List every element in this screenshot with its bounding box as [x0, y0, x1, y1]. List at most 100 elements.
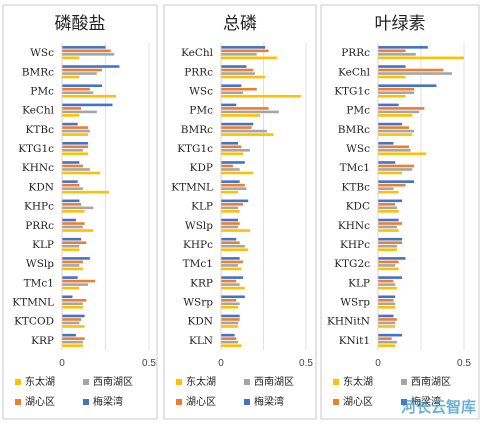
bar-KNit1-梅梁湾	[378, 333, 403, 337]
bar-WSc-西南湖区	[62, 53, 115, 56]
bar-KDP-湖心区	[221, 164, 233, 168]
bar-KDC-西南湖区	[378, 206, 397, 210]
category-label: WSlp	[185, 220, 213, 232]
legend-swatch	[176, 379, 182, 385]
bar-PMc-湖心区	[378, 107, 425, 110]
bar-BMRc-湖心区	[221, 126, 252, 129]
category-label: KHNc	[338, 220, 370, 232]
bar-KHPc-东太湖	[221, 248, 249, 252]
category-label: KTMNL	[12, 297, 54, 309]
bar-KTG1c-湖心区	[378, 87, 415, 91]
bar-PRRc-西南湖区	[378, 53, 416, 56]
bar-KTMNL-梅梁湾	[62, 295, 73, 299]
bar-TMc1-梅梁湾	[378, 161, 396, 164]
bar-KTG1c-东太湖	[221, 152, 244, 156]
bar-KTMNL-湖心区	[221, 183, 245, 187]
bar-PRRc-东太湖	[378, 56, 464, 60]
bar-KHNc-梅梁湾	[62, 161, 80, 164]
bar-KDP-梅梁湾	[221, 161, 245, 164]
legend-swatch	[333, 379, 339, 385]
bar-WSrp-湖心区	[221, 298, 237, 302]
category-label: KLP	[191, 201, 213, 213]
bar-KeChl-西南湖区	[221, 53, 257, 56]
bar-WSrp-梅梁湾	[221, 295, 245, 299]
category-label: PRRc	[25, 220, 54, 232]
bar-PMc-湖心区	[62, 87, 90, 91]
bar-TMc1-西南湖区	[378, 168, 413, 171]
bar-WSc-西南湖区	[221, 91, 244, 95]
bar-KRP-梅梁湾	[221, 276, 244, 279]
bar-KLP-东太湖	[378, 286, 397, 290]
bar-KeChl-湖心区	[378, 68, 444, 72]
category-label: KeChl	[338, 66, 371, 78]
bar-KDN-西南湖区	[221, 321, 238, 325]
bar-BMRc-西南湖区	[221, 129, 267, 133]
chart-panel-2: 总磷 0 0.5 KeChl PRRc WSc PMc BMRc KTG1c KDP KTMNL KL…	[163, 4, 317, 420]
bar-KTMNL-梅梁湾	[221, 180, 240, 183]
bar-KTBc-梅梁湾	[378, 180, 415, 183]
bar-KeChl-梅梁湾	[221, 46, 266, 49]
legend-label: 梅梁湾	[93, 395, 123, 408]
bar-KLP-西南湖区	[62, 244, 80, 248]
category-label: KHPc	[340, 239, 370, 251]
bar-WSrp-西南湖区	[221, 302, 240, 306]
bar-WSlp-湖心区	[221, 222, 240, 225]
bar-WSc-湖心区	[221, 87, 257, 91]
bar-KLP-梅梁湾	[221, 199, 249, 203]
category-label: KeChl	[22, 105, 55, 117]
bar-KDP-东太湖	[221, 171, 254, 175]
bar-WSrp-东太湖	[221, 305, 238, 309]
bar-KeChl-东太湖	[221, 56, 278, 60]
bar-KTG2c-湖心区	[378, 260, 399, 264]
bar-KTBc-东太湖	[378, 190, 399, 194]
bar-KDN-西南湖区	[62, 187, 83, 190]
bar-KHNc-湖心区	[378, 222, 403, 225]
bar-KTMNL-西南湖区	[62, 302, 83, 306]
legend-swatch	[83, 399, 89, 405]
category-label: KHNitN	[327, 316, 370, 328]
bar-PMc-梅梁湾	[378, 103, 399, 107]
bar-KTG2c-东太湖	[378, 267, 399, 271]
category-label: WSrp	[340, 297, 370, 309]
bar-WSc-西南湖区	[378, 148, 411, 152]
bar-KLP-东太湖	[221, 210, 240, 213]
bar-KTBc-梅梁湾	[62, 122, 78, 126]
bar-KRP-西南湖区	[62, 340, 83, 344]
bar-KHNitN-梅梁湾	[378, 314, 394, 318]
chart-title: 磷酸盐	[55, 14, 106, 34]
legend-label: 东太湖	[186, 375, 216, 388]
bar-KNit1-西南湖区	[378, 340, 397, 344]
legend-swatch	[244, 399, 250, 405]
bar-KHPc-东太湖	[378, 248, 397, 252]
bar-BMRc-东太湖	[221, 133, 274, 136]
bar-PRRc-东太湖	[62, 229, 94, 232]
category-label: KTG1c	[334, 85, 370, 97]
category-label: KLP	[348, 277, 370, 289]
bar-KHPc-西南湖区	[221, 244, 245, 248]
bar-KDN-东太湖	[62, 190, 109, 194]
bar-TMc1-湖心区	[62, 279, 96, 283]
category-label: KNit1	[339, 335, 370, 347]
bar-KeChl-湖心区	[221, 49, 269, 53]
bar-WSc-东太湖	[221, 94, 301, 98]
bar-KHNc-梅梁湾	[378, 218, 399, 222]
bar-KTCOD-湖心区	[62, 318, 82, 321]
bar-KRP-湖心区	[221, 279, 237, 283]
bar-PRRc-西南湖区	[62, 225, 83, 229]
bar-WSrp-梅梁湾	[378, 295, 396, 299]
bar-TMc1-东太湖	[62, 286, 80, 290]
bar-BMRc-东太湖	[378, 133, 413, 136]
bar-KDN-东太湖	[221, 325, 238, 328]
bar-KHNc-东太湖	[62, 171, 101, 175]
bar-KTG2c-梅梁湾	[378, 257, 406, 260]
category-label: KRP	[190, 277, 213, 289]
legend-label: 湖心区	[25, 396, 55, 408]
bar-WSc-东太湖	[378, 152, 427, 156]
bar-KDN-梅梁湾	[62, 180, 78, 183]
bar-KHNitN-湖心区	[378, 318, 397, 321]
bar-WSc-梅梁湾	[378, 141, 394, 145]
bar-KHPc-湖心区	[221, 241, 240, 245]
legend-label: 梅梁湾	[411, 395, 441, 408]
bar-KRP-湖心区	[62, 337, 85, 340]
bar-KTMNL-东太湖	[221, 190, 238, 194]
